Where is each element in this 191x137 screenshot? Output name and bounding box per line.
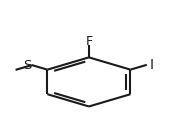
Text: S: S: [23, 59, 31, 72]
Text: F: F: [85, 35, 92, 48]
Text: I: I: [150, 58, 154, 72]
